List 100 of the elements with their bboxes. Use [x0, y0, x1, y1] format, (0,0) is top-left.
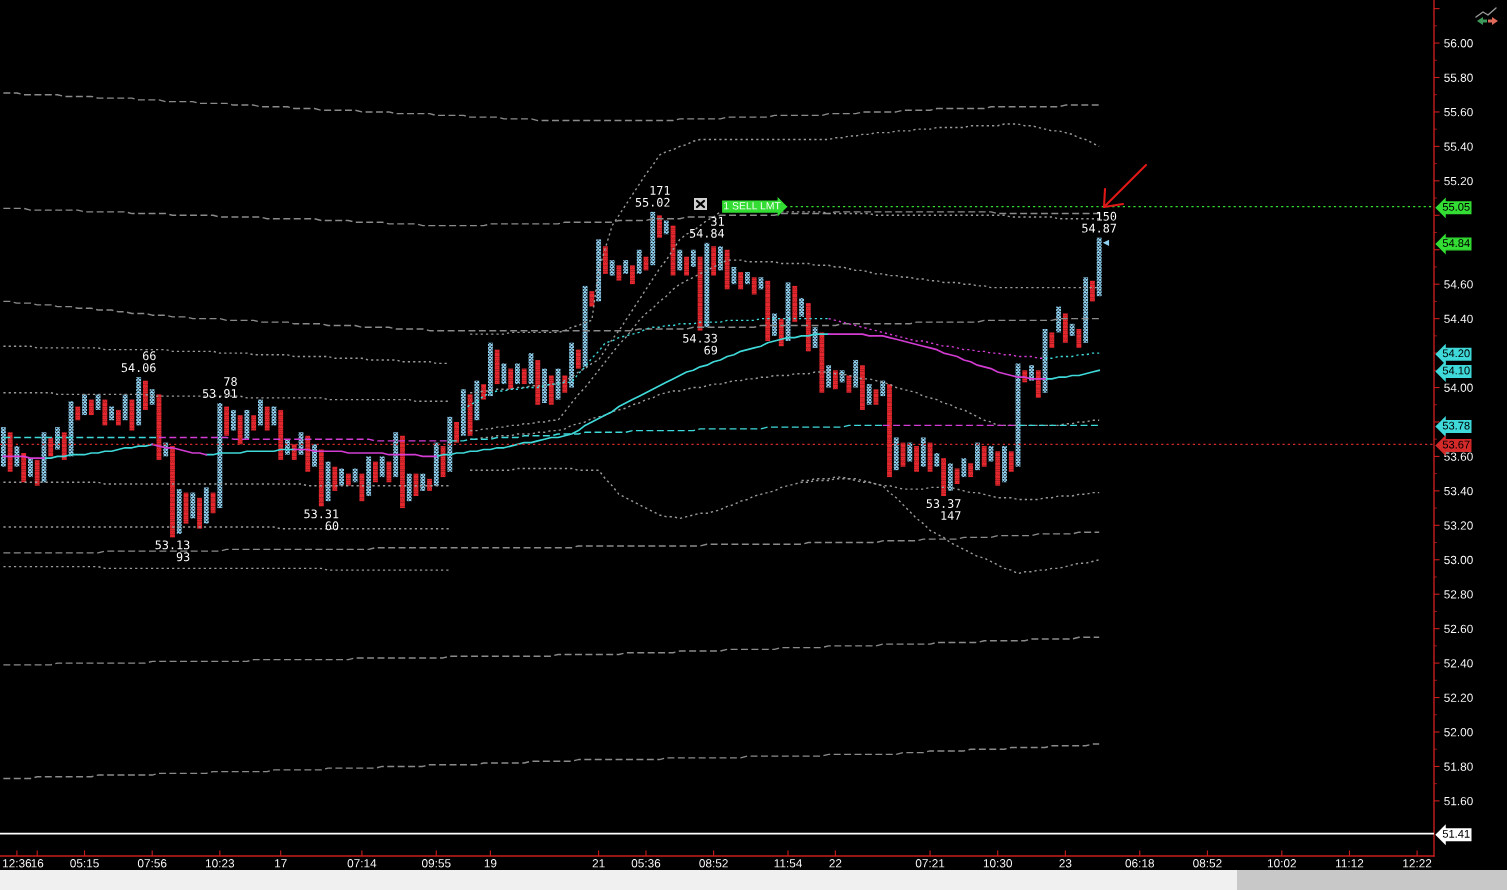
- bar: [244, 409, 250, 440]
- bar: [1096, 237, 1102, 297]
- bar: [332, 466, 338, 491]
- bar: [48, 437, 54, 457]
- bar: [28, 458, 33, 478]
- bar: [772, 313, 777, 336]
- bar: [859, 365, 865, 410]
- line-series: [2, 531, 1100, 554]
- x-tick-label: 05:15: [70, 859, 99, 868]
- y-tick-label: 52.80: [1444, 590, 1473, 599]
- bar: [109, 406, 115, 421]
- bar: [0, 427, 6, 467]
- bar: [866, 384, 872, 405]
- bar: [149, 389, 155, 405]
- annotation: 171 55.02: [635, 186, 670, 207]
- bar: [7, 432, 13, 472]
- bar: [968, 463, 974, 478]
- bar: [318, 449, 324, 507]
- bar: [636, 249, 642, 274]
- bar: [345, 473, 351, 486]
- y2-tick-label: 54.84: [1442, 239, 1470, 247]
- x-tick-label: 23: [1059, 859, 1072, 868]
- x-tick-label: 08:52: [699, 859, 728, 868]
- x-tick-label: 06:18: [1125, 859, 1155, 868]
- bar: [839, 370, 845, 383]
- y-tick-label: 52.00: [1444, 728, 1473, 737]
- bar: [684, 256, 689, 276]
- annotation: 53.31 60: [304, 509, 339, 531]
- bar: [257, 399, 263, 426]
- bar: [1062, 313, 1068, 343]
- bar: [630, 265, 635, 285]
- bar: [995, 451, 1001, 486]
- bar: [934, 452, 940, 467]
- bar: [447, 416, 453, 472]
- bar: [765, 280, 771, 342]
- x-tick-label: 22: [829, 859, 842, 868]
- x-tick-label: 10:30: [983, 859, 1013, 868]
- bar: [690, 249, 696, 267]
- bar: [508, 368, 514, 390]
- y-tick-label: 52.60: [1444, 624, 1473, 634]
- bar: [569, 342, 575, 388]
- bar: [82, 394, 87, 416]
- y-tick-label: 51.80: [1444, 762, 1473, 771]
- y-tick-label: 55.20: [1444, 176, 1473, 186]
- bar: [291, 444, 297, 460]
- bar: [454, 421, 460, 443]
- bar: [562, 375, 568, 393]
- bar: [190, 492, 196, 519]
- y-tick-label: 55.80: [1444, 73, 1473, 82]
- y2-tick-label: 54.10: [1442, 366, 1470, 375]
- bar: [501, 363, 507, 385]
- x-tick-label: 11:12: [1336, 859, 1364, 868]
- bar: [1089, 280, 1095, 302]
- x-tick-label: 16: [31, 859, 44, 868]
- bar: [731, 266, 737, 285]
- bar: [237, 415, 243, 445]
- bar: [954, 468, 960, 484]
- bar: [1083, 277, 1089, 343]
- bar: [176, 489, 182, 534]
- bar: [420, 473, 426, 491]
- bar: [129, 399, 135, 431]
- y2-tick-label: 54.20: [1442, 349, 1470, 358]
- x-tick-label: 05:36: [631, 859, 661, 868]
- bar: [95, 394, 101, 410]
- x-tick-label: 09:55: [421, 859, 451, 868]
- bar: [170, 446, 175, 538]
- bar: [717, 246, 723, 271]
- x-tick-label: 12:36: [3, 859, 32, 868]
- bar: [812, 327, 818, 348]
- bar: [677, 249, 683, 271]
- bar: [515, 363, 520, 385]
- bar: [981, 446, 987, 467]
- bar: [21, 452, 27, 483]
- bar: [927, 442, 933, 472]
- y2-tick-label: 51.41: [1442, 829, 1470, 838]
- bar: [251, 415, 257, 431]
- x-tick-label: 07:56: [137, 859, 167, 868]
- bar: [832, 370, 838, 390]
- bar: [575, 349, 581, 369]
- annotation: 53.13 93: [155, 540, 190, 562]
- bar: [853, 359, 859, 388]
- bar: [826, 365, 832, 388]
- bar: [609, 260, 615, 276]
- x-tick-label: 17: [275, 859, 287, 868]
- x-tick-label: 11:54: [774, 859, 803, 868]
- x-tick-label: 07:14: [347, 859, 377, 868]
- bar: [1069, 323, 1075, 336]
- annotation: 54.33 69: [683, 333, 718, 355]
- y-tick-label: 52.40: [1444, 659, 1473, 668]
- annotation: 66 54.06: [121, 351, 156, 373]
- line-series: [2, 636, 1100, 666]
- bar: [379, 456, 385, 478]
- bar: [596, 239, 602, 302]
- bar: [55, 427, 60, 450]
- line-series: [2, 300, 1100, 332]
- bar: [142, 380, 148, 410]
- bar: [920, 437, 926, 467]
- bar: [893, 437, 899, 471]
- bar: [1035, 370, 1041, 398]
- bar: [197, 497, 202, 529]
